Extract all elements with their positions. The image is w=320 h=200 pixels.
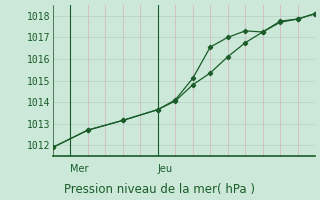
Text: Jeu: Jeu (158, 164, 173, 174)
Text: Pression niveau de la mer( hPa ): Pression niveau de la mer( hPa ) (65, 183, 255, 196)
Text: Mer: Mer (70, 164, 89, 174)
